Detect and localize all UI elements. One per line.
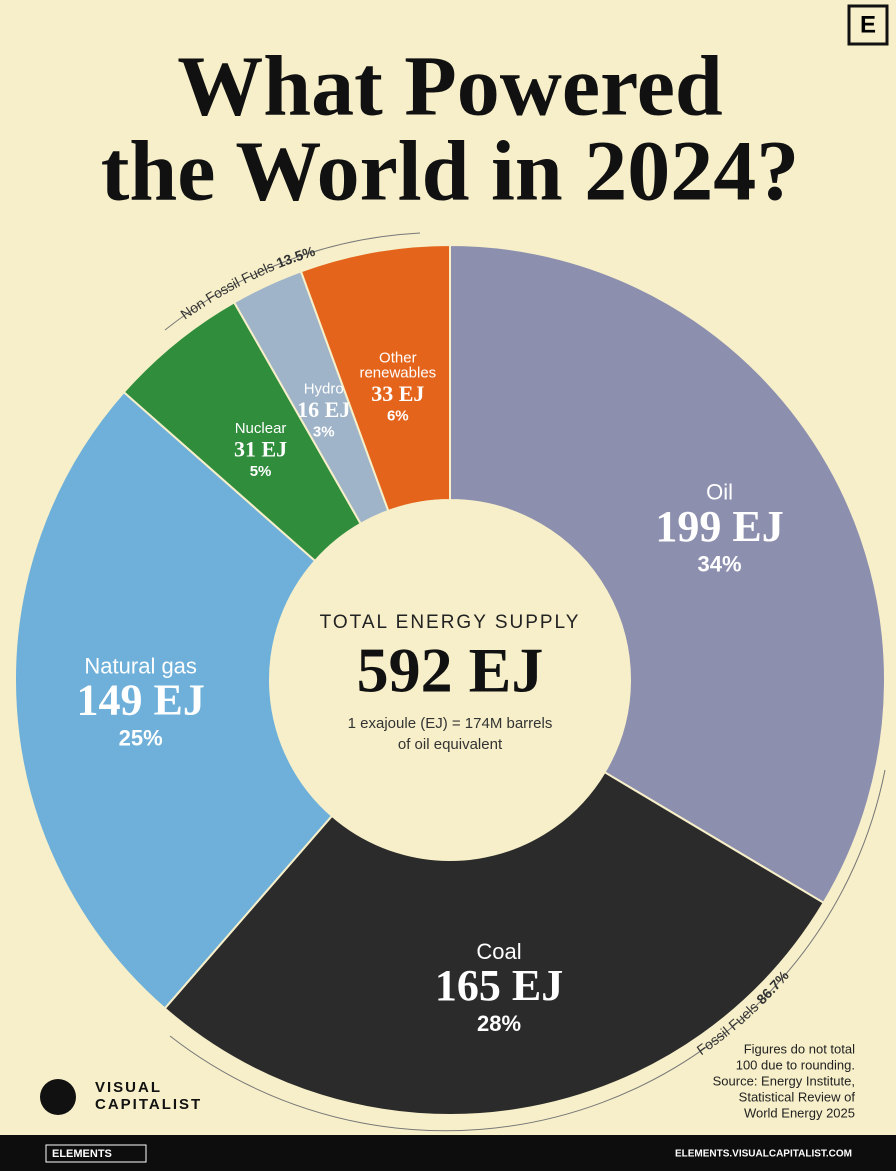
slice-name: Oil [706, 480, 733, 505]
slice-name: Nuclear [235, 420, 287, 437]
footer-box [45, 1144, 147, 1163]
title-line: What Powered [177, 38, 722, 134]
footnote-line: Source: Energy Institute, [713, 1073, 855, 1088]
footnote-line: Statistical Review of [739, 1089, 856, 1104]
share-label: 34% [698, 552, 742, 577]
brand: VISUAL [95, 1079, 162, 1096]
group-share: 13.5% [274, 242, 317, 270]
donut-hole [270, 500, 630, 860]
slice-name: Hydro [304, 380, 344, 397]
center-note: of oil equivalent [398, 736, 503, 753]
share-label: 5% [250, 463, 272, 480]
brand: CAPITALIST [95, 1096, 202, 1113]
value-label: 33 EJ [371, 381, 424, 406]
title-line: the World in 2024? [101, 123, 799, 219]
group-arc [164, 232, 421, 331]
center-heading: TOTAL ENERGY SUPPLY [320, 612, 581, 633]
slice [14, 390, 334, 1010]
footnote-line: World Energy 2025 [744, 1105, 855, 1120]
footer-right: ELEMENTS.VISUALCAPITALIST.COM [675, 1149, 852, 1160]
donut [14, 232, 886, 1132]
slice-name: Other [379, 350, 417, 367]
slice-name: Coal [476, 939, 521, 964]
share-label: 25% [119, 725, 163, 750]
value-label: 16 EJ [297, 397, 350, 422]
brand-mark [40, 1079, 76, 1115]
total-label: 592 EJ [357, 635, 544, 706]
group-arc [169, 769, 886, 1132]
share-label: 6% [387, 408, 409, 425]
value-label: 165 EJ [435, 961, 563, 1010]
corner-logo: E [860, 11, 876, 38]
share-label: 28% [477, 1011, 521, 1036]
footnote-line: Figures do not total [744, 1041, 855, 1056]
slice-name: renewables [359, 365, 436, 382]
footer-bar [0, 1135, 896, 1171]
value-label: 149 EJ [76, 676, 204, 725]
value-label: 199 EJ [655, 502, 783, 551]
logo-box [847, 4, 889, 46]
value-label: 31 EJ [234, 436, 287, 461]
slice-name: Natural gas [84, 653, 197, 678]
share-label: 3% [313, 423, 335, 440]
footnote-line: 100 due to rounding. [736, 1057, 855, 1072]
footer-left: ELEMENTS [52, 1148, 112, 1160]
center-note: 1 exajoule (EJ) = 174M barrels [348, 715, 553, 732]
